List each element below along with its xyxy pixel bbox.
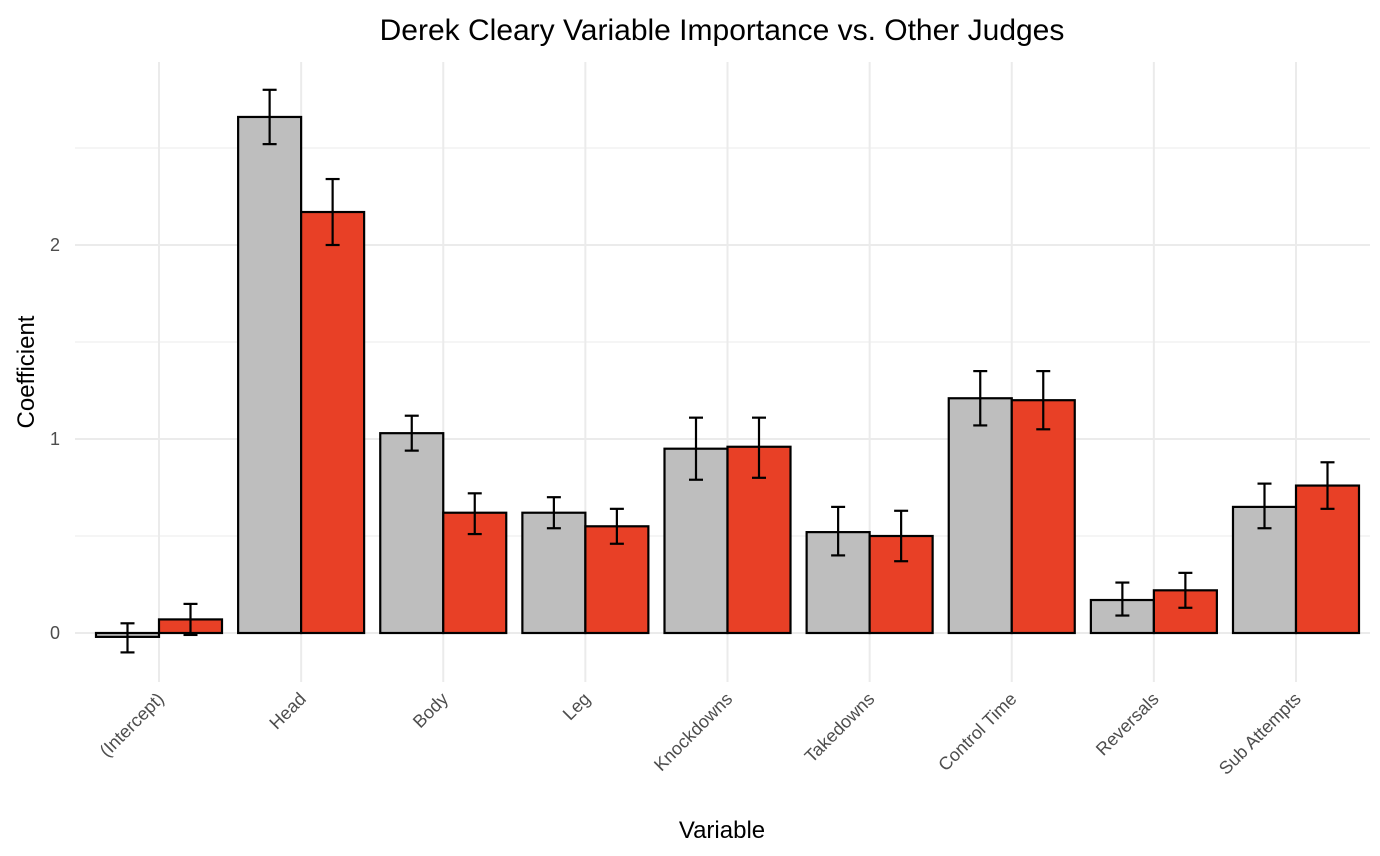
x-axis-title: Variable — [679, 817, 765, 844]
bar — [237, 115, 303, 635]
x-tick-label: Reversals — [1092, 689, 1163, 760]
x-tick-label: Sub Attempts — [1215, 689, 1305, 779]
bar — [1010, 399, 1076, 635]
bar — [521, 511, 587, 635]
chart-title: Derek Cleary Variable Importance vs. Oth… — [380, 14, 1065, 47]
bar — [1294, 484, 1361, 635]
x-tick-label: Control Time — [934, 689, 1020, 775]
y-tick-label: 1 — [50, 429, 60, 449]
y-tick-label: 2 — [50, 235, 60, 255]
bar — [379, 432, 445, 635]
x-tick-label: Knockdowns — [650, 689, 736, 775]
x-tick-label: Takedowns — [801, 689, 879, 767]
bar — [947, 397, 1013, 635]
x-tick-label: Body — [409, 689, 452, 732]
y-axis-title: Coefficient — [13, 315, 40, 428]
x-tick-label: Head — [265, 689, 310, 734]
x-tick-label: Leg — [559, 689, 594, 724]
bar — [300, 210, 366, 635]
error-bars — [120, 88, 1335, 654]
x-tick-label: (Intercept) — [96, 689, 168, 761]
y-tick-label: 0 — [50, 623, 60, 643]
